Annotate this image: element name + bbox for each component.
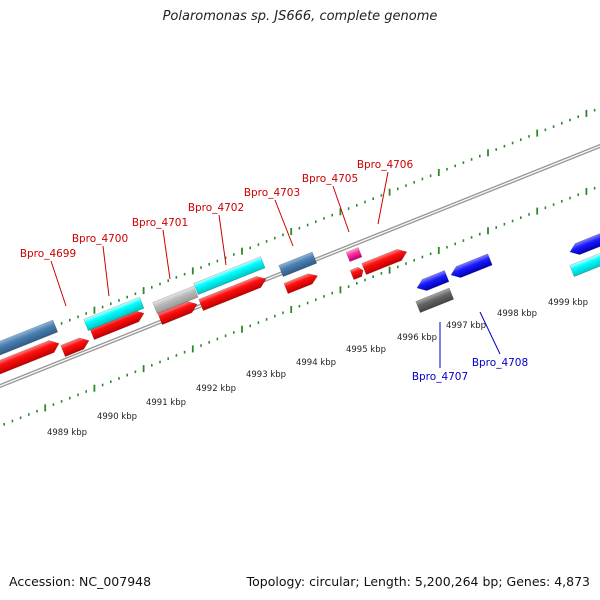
genome-summary-text: Topology: circular; Length: 5,200,264 bp… — [246, 574, 590, 589]
reverse-gene-callout — [479, 311, 501, 355]
forward-gene-label: Bpro_4702 — [188, 202, 244, 214]
forward-gene-label: Bpro_4701 — [132, 217, 188, 229]
gene-track — [0, 232, 600, 376]
scale-label: 4995 kbp — [346, 345, 386, 355]
accession-text: Accession: NC_007948 — [9, 574, 152, 589]
gene-feature — [0, 340, 60, 376]
scale-labels: 4989 kbp 4990 kbp 4991 kbp 4992 kbp 4993 kbp… — [47, 298, 588, 438]
gene-feature — [60, 337, 90, 357]
gene-feature — [278, 251, 318, 277]
forward-gene-label: Bpro_4706 — [357, 159, 414, 171]
gene-arrow — [60, 337, 90, 357]
scale-ticks — [3, 108, 596, 426]
forward-gene-callout — [162, 229, 171, 280]
scale-label: 4997 kbp — [446, 321, 486, 331]
gene-label-callouts: Bpro_4699Bpro_4700Bpro_4701Bpro_4702Bpro… — [20, 159, 528, 383]
gene-arrow — [361, 249, 408, 275]
gene-arrow — [152, 285, 199, 314]
forward-gene-callout — [332, 185, 350, 233]
forward-gene-callout — [274, 199, 294, 247]
gene-feature — [569, 252, 600, 277]
scale-label: 4992 kbp — [196, 384, 236, 394]
gene-arrow — [157, 301, 198, 325]
gene-arrow — [0, 340, 60, 376]
forward-gene-label: Bpro_4705 — [302, 173, 358, 185]
reverse-gene-label: Bpro_4708 — [472, 357, 528, 369]
scale-label: 4990 kbp — [97, 412, 137, 422]
map-title: Polaromonas sp. JS666, complete genome — [162, 9, 438, 24]
gene-feature — [361, 249, 408, 275]
gene-feature — [569, 232, 600, 255]
scale-label: 4993 kbp — [246, 370, 286, 380]
gene-arrow — [83, 296, 145, 331]
gene-arrow — [569, 232, 600, 255]
forward-gene-callout — [102, 245, 110, 297]
gene-arrow — [349, 266, 364, 281]
gene-feature — [349, 266, 364, 281]
gene-feature — [0, 319, 59, 357]
gene-arrow — [0, 319, 59, 357]
scale-label: 4998 kbp — [497, 309, 537, 319]
scale-label: 4994 kbp — [296, 358, 336, 368]
gene-feature — [152, 285, 199, 314]
gene-arrow — [569, 252, 600, 277]
gene-feature — [83, 296, 145, 331]
reverse-gene-label: Bpro_4707 — [412, 371, 468, 383]
forward-gene-label: Bpro_4699 — [20, 248, 76, 260]
scale-label: 4989 kbp — [47, 428, 87, 438]
gene-arrow — [193, 256, 266, 295]
gene-arrow — [345, 247, 363, 263]
gene-arrow — [198, 276, 267, 311]
gene-feature — [416, 270, 450, 291]
gene-feature — [345, 247, 363, 263]
gene-arrow — [450, 253, 493, 278]
gene-arrow — [415, 287, 455, 313]
gene-arrow — [278, 251, 318, 277]
gene-feature — [157, 301, 198, 325]
forward-gene-callout — [50, 260, 67, 307]
gene-arrow — [416, 270, 450, 291]
scale-label: 4999 kbp — [548, 298, 588, 308]
forward-gene-callout — [377, 171, 389, 225]
forward-gene-label: Bpro_4703 — [244, 187, 300, 199]
gene-feature — [198, 276, 267, 311]
gene-feature — [193, 256, 266, 295]
forward-gene-callout — [218, 214, 227, 266]
gene-feature — [283, 273, 319, 294]
gene-feature — [450, 253, 493, 278]
scale-label: 4991 kbp — [146, 398, 186, 408]
forward-gene-label: Bpro_4700 — [72, 233, 128, 245]
scale-label: 4996 kbp — [397, 333, 437, 343]
gene-arrow — [283, 273, 319, 294]
gene-feature — [415, 287, 455, 313]
